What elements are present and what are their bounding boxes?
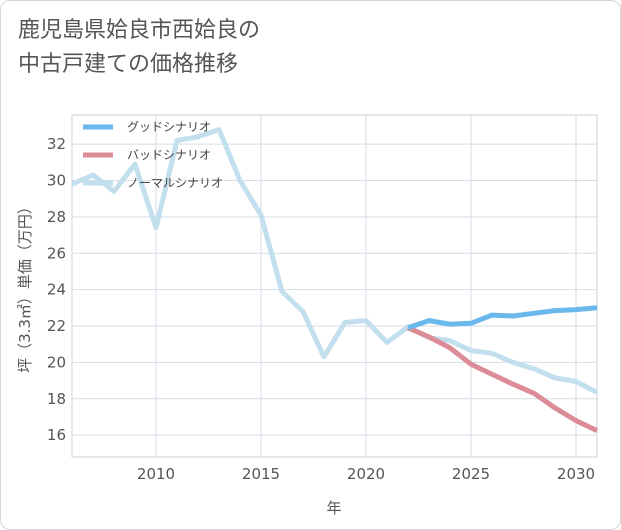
y-tick-30: 30 bbox=[47, 171, 66, 189]
chart-title-line-2: 中古戸建ての価格推移 bbox=[18, 52, 239, 77]
x-tick-2030: 2030 bbox=[557, 465, 595, 483]
series-lines bbox=[71, 127, 599, 433]
y-axis-label: 坪（3.3㎡）単価（万円） bbox=[16, 199, 34, 373]
x-tick-2020: 2020 bbox=[347, 465, 385, 483]
series-line-bad bbox=[407, 325, 599, 433]
y-tick-20: 20 bbox=[47, 353, 66, 371]
x-tick-2025: 2025 bbox=[452, 465, 490, 483]
plot-frame bbox=[71, 114, 598, 458]
legend-label-good: グッドシナリオ bbox=[127, 120, 211, 134]
x-axis-label: 年 bbox=[326, 499, 341, 517]
y-tick-28: 28 bbox=[47, 208, 66, 226]
chart-title-line-1: 鹿児島県姶良市西姶良の bbox=[18, 18, 261, 43]
x-tick-labels: 2010 2015 2020 2025 2030 bbox=[137, 465, 595, 483]
series-line-normal bbox=[71, 127, 599, 395]
legend-label-normal: ノーマルシナリオ bbox=[127, 176, 223, 190]
grid-lines bbox=[72, 115, 597, 457]
y-tick-26: 26 bbox=[47, 244, 66, 262]
x-tick-2015: 2015 bbox=[242, 465, 280, 483]
x-tick-2010: 2010 bbox=[137, 465, 175, 483]
legend-label-bad: バッドシナリオ bbox=[127, 148, 211, 162]
chart-title: 鹿児島県姶良市西姶良の 中古戸建ての価格推移 bbox=[18, 14, 260, 82]
y-tick-22: 22 bbox=[47, 317, 66, 335]
y-tick-labels: 16 18 20 22 24 26 28 30 32 bbox=[47, 135, 66, 444]
y-tick-24: 24 bbox=[47, 281, 66, 299]
y-tick-18: 18 bbox=[47, 390, 66, 408]
series-line-good bbox=[407, 305, 598, 331]
y-tick-32: 32 bbox=[47, 135, 66, 153]
y-tick-16: 16 bbox=[47, 426, 66, 444]
